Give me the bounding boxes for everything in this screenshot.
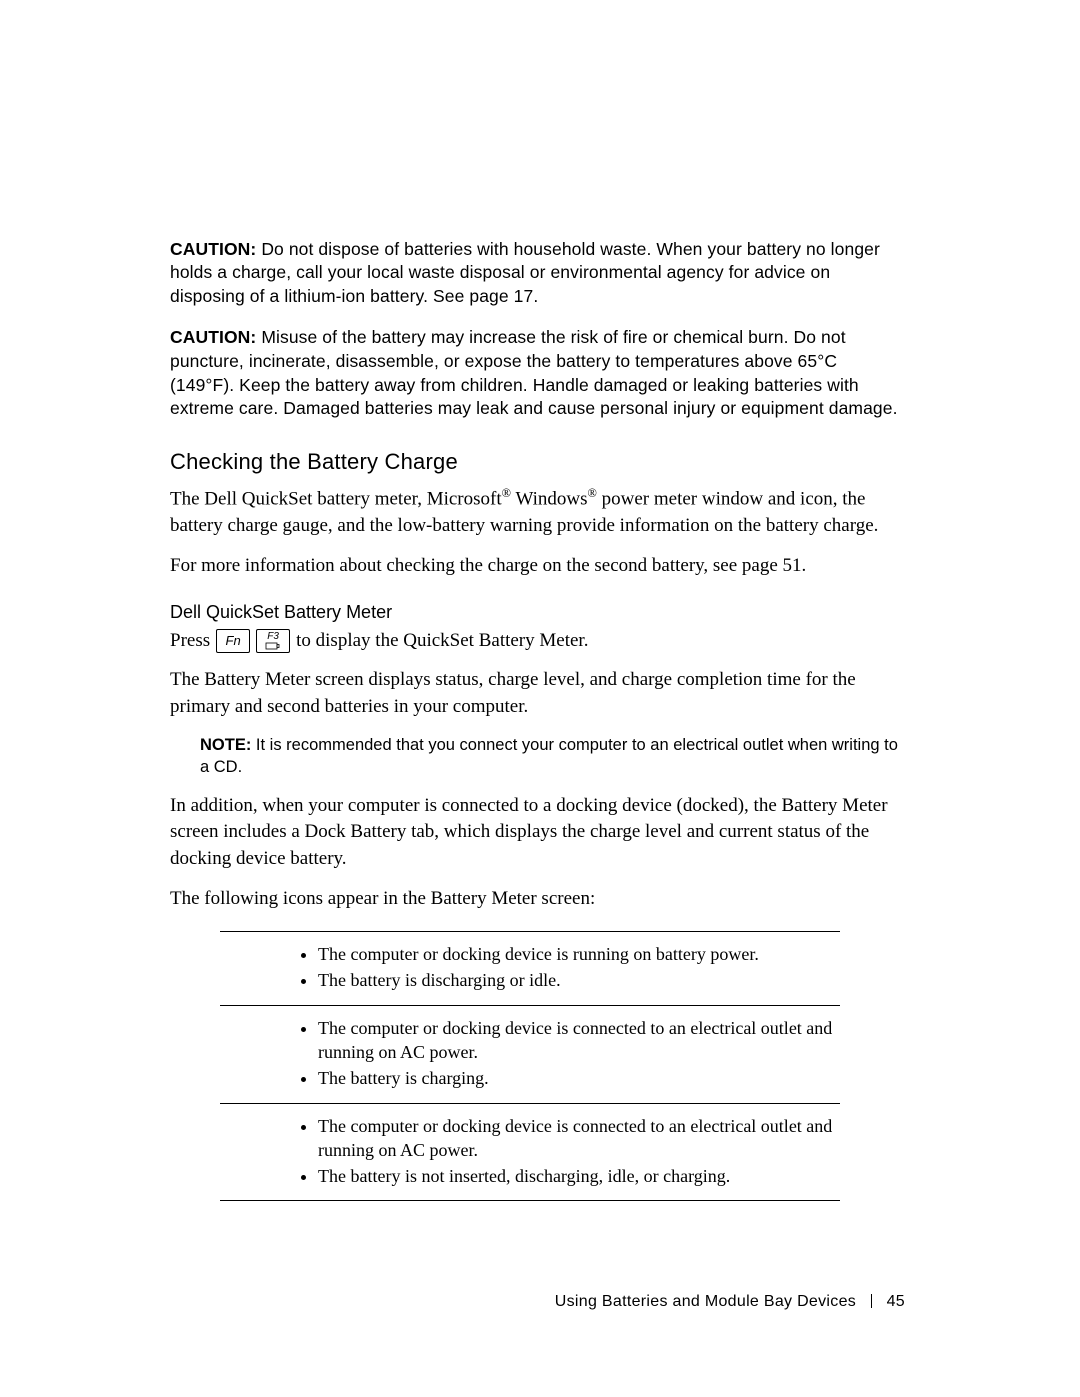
list-item: The battery is charging. bbox=[318, 1066, 840, 1090]
desc-cell: The computer or docking device is connec… bbox=[300, 1005, 840, 1103]
caution-label: CAUTION: bbox=[170, 327, 261, 347]
caution-2: CAUTION: Misuse of the battery may incre… bbox=[170, 326, 905, 421]
list-item: The computer or docking device is connec… bbox=[318, 1114, 840, 1163]
intro-pre: The Dell QuickSet battery meter, Microso… bbox=[170, 488, 502, 509]
press-post: to display the QuickSet Battery Meter. bbox=[296, 630, 588, 652]
table-row: The computer or docking device is connec… bbox=[220, 1005, 840, 1103]
caution-1: CAUTION: Do not dispose of batteries wit… bbox=[170, 238, 905, 309]
caution-text: Misuse of the battery may increase the r… bbox=[170, 327, 898, 418]
intro-paragraph: The Dell QuickSet battery meter, Microso… bbox=[170, 485, 905, 540]
battery-meter-para-1: The Battery Meter screen displays status… bbox=[170, 667, 905, 720]
caution-text: Do not dispose of batteries with househo… bbox=[170, 239, 880, 306]
page-footer: Using Batteries and Module Bay Devices 4… bbox=[555, 1293, 905, 1311]
note-block: NOTE: It is recommended that you connect… bbox=[200, 734, 905, 779]
note-text: It is recommended that you connect your … bbox=[200, 736, 898, 776]
registered-icon: ® bbox=[588, 486, 597, 500]
press-pre: Press bbox=[170, 630, 210, 652]
section-heading: Checking the Battery Charge bbox=[170, 449, 905, 475]
footer-section-title: Using Batteries and Module Bay Devices bbox=[555, 1293, 856, 1310]
list-item: The computer or docking device is runnin… bbox=[318, 942, 840, 966]
footer-separator-icon bbox=[871, 1294, 872, 1308]
list-item: The computer or docking device is connec… bbox=[318, 1016, 840, 1065]
footer-page-number: 45 bbox=[887, 1293, 905, 1310]
list-item: The battery is discharging or idle. bbox=[318, 968, 840, 992]
table-row: The computer or docking device is runnin… bbox=[220, 932, 840, 1006]
caution-label: CAUTION: bbox=[170, 239, 261, 259]
f3-key-icon: F3 bbox=[256, 629, 290, 653]
table-row: The computer or docking device is connec… bbox=[220, 1103, 840, 1201]
fn-key-icon: Fn bbox=[216, 629, 250, 653]
sub-heading: Dell QuickSet Battery Meter bbox=[170, 602, 905, 623]
icon-cell bbox=[220, 1103, 300, 1201]
note-label: NOTE: bbox=[200, 736, 256, 754]
battery-meter-para-2: In addition, when your computer is conne… bbox=[170, 793, 905, 873]
icon-cell bbox=[220, 932, 300, 1006]
intro-mid: Windows bbox=[511, 488, 587, 509]
battery-meter-para-3: The following icons appear in the Batter… bbox=[170, 886, 905, 913]
icon-cell bbox=[220, 1005, 300, 1103]
f3-key-label: F3 bbox=[267, 632, 279, 642]
list-item: The battery is not inserted, discharging… bbox=[318, 1164, 840, 1188]
press-key-line: Press Fn F3 to display the QuickSet Batt… bbox=[170, 629, 905, 653]
desc-cell: The computer or docking device is runnin… bbox=[300, 932, 840, 1006]
second-battery-paragraph: For more information about checking the … bbox=[170, 553, 905, 580]
registered-icon: ® bbox=[502, 486, 511, 500]
battery-glyph-icon bbox=[265, 642, 281, 650]
document-page: CAUTION: Do not dispose of batteries wit… bbox=[0, 0, 1080, 1397]
icon-table: The computer or docking device is runnin… bbox=[220, 931, 840, 1201]
desc-cell: The computer or docking device is connec… bbox=[300, 1103, 840, 1201]
